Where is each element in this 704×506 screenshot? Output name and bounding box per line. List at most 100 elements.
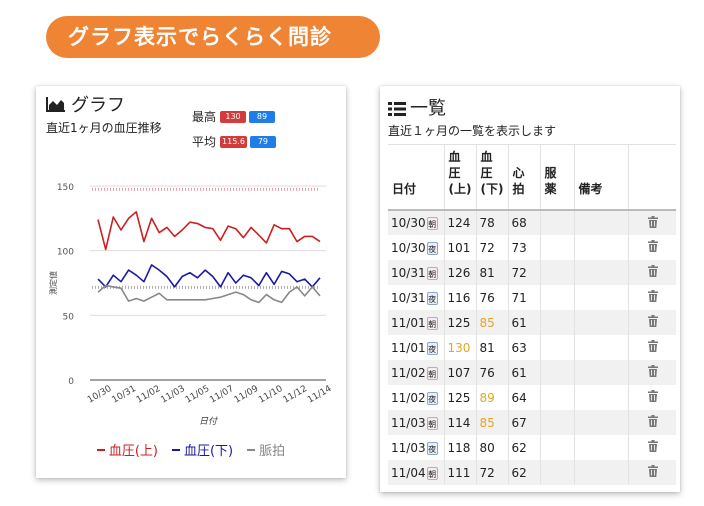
cell-date: 10/30 朝	[388, 210, 445, 235]
header-diastolic-line-2: 圧	[480, 166, 493, 180]
legend-systolic-label: 血圧(上)	[108, 444, 158, 459]
x-tick-label: 10/31	[110, 384, 137, 406]
x-tick-label: 11/14	[306, 384, 334, 406]
cell-pulse: 67	[508, 410, 541, 435]
trash-icon[interactable]	[647, 265, 658, 280]
legend-systolic-swatch	[96, 448, 105, 451]
trash-icon[interactable]	[647, 240, 658, 255]
trash-icon[interactable]	[647, 215, 658, 231]
x-tick-label: 11/09	[233, 384, 261, 406]
cell-medication	[540, 235, 575, 260]
cell-pulse: 61	[508, 360, 541, 385]
cell-date: 10/30 夜	[388, 235, 445, 260]
max-label: 最高	[192, 110, 217, 124]
date-text: 10/30	[391, 216, 426, 230]
cell-notes	[574, 435, 629, 460]
table-row[interactable]: 10/30 朝 124 78 68	[388, 210, 676, 235]
trash-icon[interactable]	[647, 390, 658, 405]
table-row[interactable]: 11/02 朝 107 76 61	[388, 360, 676, 385]
cell-diastolic: 78	[476, 210, 509, 235]
header-systolic: 血 圧 (上)	[444, 144, 477, 210]
cell-systolic: 116	[444, 285, 477, 310]
cell-systolic: 125	[444, 310, 477, 335]
cell-notes	[574, 260, 629, 285]
trash-icon[interactable]	[647, 465, 658, 480]
cell-date: 10/31 朝	[388, 260, 445, 285]
cell-systolic: 125	[444, 385, 477, 410]
trash-icon[interactable]	[647, 290, 658, 305]
cell-medication	[540, 285, 575, 310]
trash-icon[interactable]	[647, 415, 658, 430]
table-row[interactable]: 11/03 朝 114 85 67	[388, 410, 676, 435]
table-row[interactable]: 11/04 朝 111 72 62	[388, 460, 676, 485]
cell-actions	[628, 235, 676, 260]
cell-notes	[574, 460, 629, 485]
cell-systolic: 114	[444, 410, 477, 435]
table-row[interactable]: 11/01 朝 125 85 61	[388, 310, 676, 335]
header-systolic-line-1: 血	[448, 150, 461, 164]
x-tick-label: 10/30	[86, 384, 114, 406]
graph-card-title: グラフ	[46, 91, 125, 117]
time-of-day-badge: 朝	[426, 316, 438, 330]
graph-title-text: グラフ	[71, 95, 125, 116]
legend-systolic[interactable]: 血圧(上)	[96, 440, 158, 459]
x-axis-label: 日付	[199, 416, 218, 427]
table-row[interactable]: 10/31 朝 126 81 72	[388, 260, 676, 285]
y-tick-label: 150	[57, 183, 74, 193]
trash-icon[interactable]	[647, 315, 658, 330]
legend-pulse[interactable]: 脈拍	[247, 440, 285, 459]
time-of-day-badge: 朝	[426, 366, 438, 380]
header-date-text: 日付	[392, 182, 417, 196]
header-date: 日付	[388, 144, 445, 210]
date-text: 11/03	[391, 440, 426, 455]
cell-systolic: 101	[444, 235, 477, 260]
cell-actions	[628, 410, 676, 435]
cell-date: 11/01 朝	[388, 310, 445, 335]
table-row[interactable]: 11/03 夜 118 80 62	[388, 435, 676, 460]
time-of-day-badge: 夜	[426, 391, 438, 405]
header-diastolic: 血 圧 (下)	[476, 144, 509, 210]
trash-icon[interactable]	[647, 365, 658, 380]
date-text: 10/31	[391, 265, 426, 280]
cell-actions	[628, 210, 676, 235]
cell-systolic: 126	[444, 260, 477, 285]
avg-stats: 平均 115.6 79	[192, 133, 276, 150]
avg-label: 平均	[192, 135, 217, 149]
cell-pulse: 64	[508, 385, 541, 410]
cell-actions	[628, 335, 676, 360]
trash-icon[interactable]	[647, 340, 658, 355]
cell-date: 11/01 夜	[388, 335, 445, 360]
table-row[interactable]: 11/01 夜 130 81 63	[388, 335, 676, 360]
cell-actions	[628, 435, 676, 460]
header-systolic-line-2: 圧	[448, 166, 461, 180]
cell-medication	[540, 410, 575, 435]
cell-actions	[628, 360, 676, 385]
cell-notes	[574, 310, 629, 335]
trash-icon[interactable]	[647, 440, 658, 455]
legend-diastolic[interactable]: 血圧(下)	[171, 440, 233, 459]
cell-medication	[540, 435, 575, 460]
y-tick-label: 50	[63, 312, 75, 322]
table-row[interactable]: 11/02 夜 125 89 64	[388, 385, 676, 410]
cell-diastolic: 80	[476, 435, 509, 460]
avg-diastolic-badge: 79	[249, 135, 276, 148]
legend-pulse-label: 脈拍	[259, 444, 286, 459]
cell-date: 11/02 朝	[388, 360, 445, 385]
header-notes-text: 備考	[578, 182, 603, 196]
y-tick-label: 0	[68, 377, 74, 387]
cell-date: 11/03 朝	[388, 410, 445, 435]
list-card: 一覧 直近１ヶ月の一覧を表示します 日付 血 圧 (上) 血 圧 (下) 心	[380, 86, 680, 492]
diastolic-series-line	[97, 264, 321, 288]
header-medication-line-1: 服	[544, 166, 557, 180]
avg-systolic-badge: 115.6	[220, 135, 247, 148]
table-row[interactable]: 10/30 夜 101 72 73	[388, 235, 676, 260]
cell-systolic: 118	[444, 435, 477, 460]
measurement-table: 日付 血 圧 (上) 血 圧 (下) 心 拍 服 薬	[388, 144, 676, 485]
table-row[interactable]: 10/31 夜 116 76 71	[388, 285, 676, 310]
cell-pulse: 72	[508, 260, 541, 285]
cell-date: 11/02 夜	[388, 385, 445, 410]
time-of-day-badge: 夜	[426, 441, 438, 455]
header-pulse-line-1: 心	[512, 166, 525, 180]
date-text: 11/02	[391, 365, 426, 380]
cell-notes	[574, 235, 629, 260]
